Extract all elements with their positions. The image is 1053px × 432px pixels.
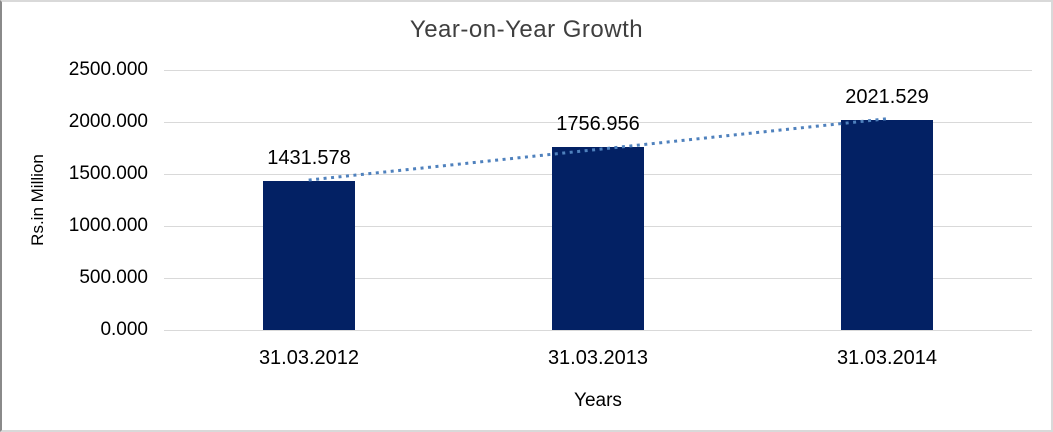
bar-data-label: 2021.529 bbox=[845, 86, 929, 108]
y-axis-tick-label: 500.000 bbox=[79, 267, 148, 288]
y-axis-tick-label: 0.000 bbox=[100, 319, 148, 340]
bar-data-label: 1756.956 bbox=[556, 113, 640, 135]
y-axis-tick-label: 1000.000 bbox=[68, 215, 148, 236]
x-axis-title: Years bbox=[574, 390, 622, 411]
bar bbox=[263, 181, 355, 330]
gridline bbox=[164, 70, 1032, 71]
y-axis-tick-label: 2500.000 bbox=[68, 59, 148, 80]
gridline bbox=[164, 330, 1032, 331]
chart-title: Year-on-Year Growth bbox=[409, 16, 644, 43]
x-axis-tick-label: 31.03.2014 bbox=[836, 347, 938, 369]
y-axis-tick-label: 2000.000 bbox=[68, 111, 148, 132]
bar bbox=[841, 120, 933, 330]
x-axis-tick-label: 31.03.2013 bbox=[547, 347, 649, 369]
y-axis-tick-label: 1500.000 bbox=[68, 163, 148, 184]
bar bbox=[552, 147, 644, 330]
bar-data-label: 1431.578 bbox=[267, 147, 351, 169]
x-axis-tick-label: 31.03.2012 bbox=[258, 347, 360, 369]
